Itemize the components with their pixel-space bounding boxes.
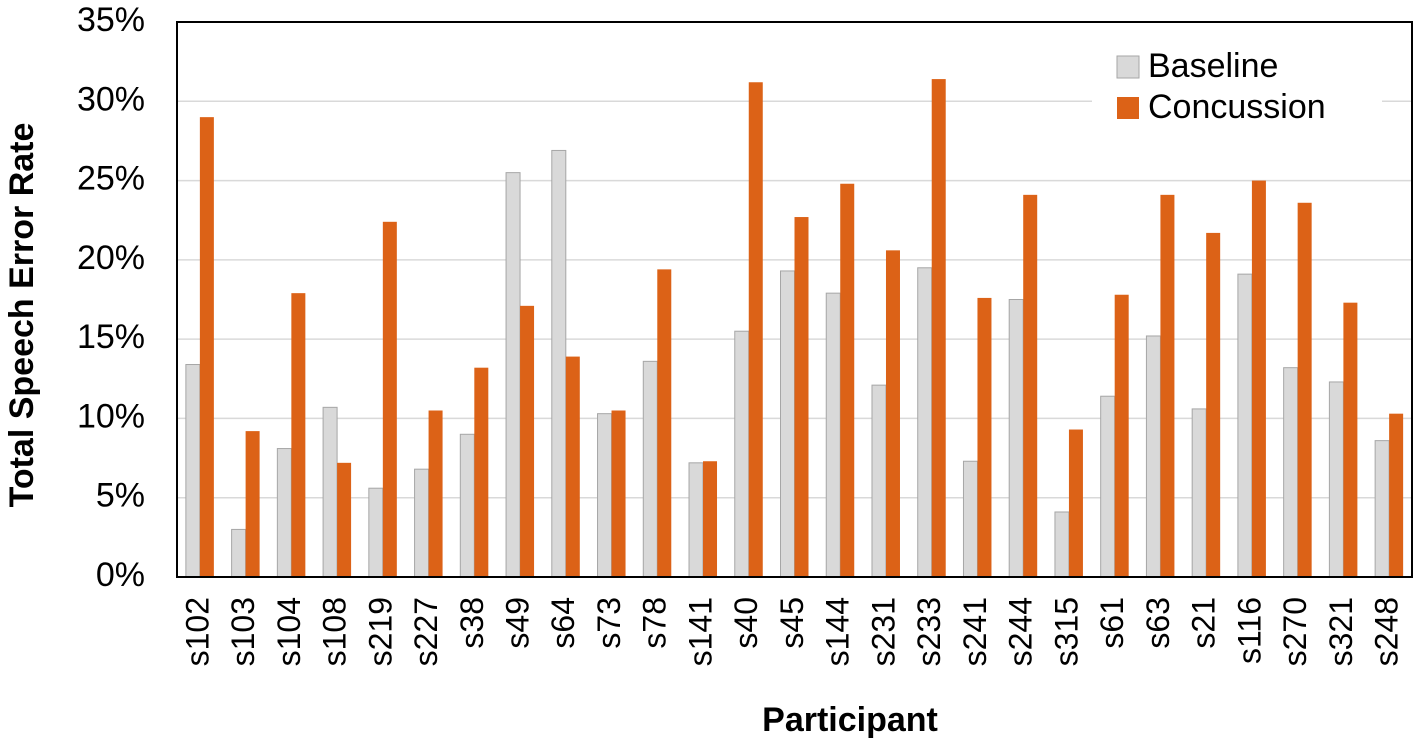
- x-tick-label: s315: [1048, 597, 1084, 666]
- x-tick-label: s116: [1231, 597, 1267, 664]
- bar: [1283, 367, 1299, 578]
- bar: [917, 267, 933, 578]
- bar: [1389, 413, 1404, 577]
- x-tick-label: s227: [408, 597, 444, 666]
- x-tick-label: s103: [225, 597, 261, 666]
- bar: [322, 406, 338, 578]
- legend-label: Concussion: [1148, 88, 1326, 126]
- bar: [977, 297, 992, 577]
- x-tick-label: s144: [820, 597, 856, 666]
- bar: [231, 528, 247, 578]
- bar: [885, 250, 900, 578]
- bar: [1191, 408, 1207, 578]
- x-tick-label: s49: [500, 597, 536, 649]
- bar: [688, 462, 704, 578]
- y-tick-label: 25%: [77, 160, 145, 198]
- plot-frame: [176, 21, 1413, 578]
- bar: [1328, 381, 1344, 578]
- x-tick-label: s21: [1186, 597, 1222, 649]
- bar: [962, 460, 978, 578]
- bar: [1206, 232, 1221, 577]
- bar: [368, 487, 384, 578]
- x-tick-label: s73: [591, 597, 627, 649]
- x-tick-label: s64: [545, 597, 581, 649]
- bar: [565, 356, 580, 577]
- bar: [840, 183, 855, 577]
- x-tick-label: s248: [1369, 597, 1405, 666]
- bar: [382, 221, 397, 578]
- y-tick-label: 30%: [77, 80, 145, 118]
- x-tick-label: s78: [637, 597, 673, 649]
- bar: [1160, 194, 1175, 578]
- bar: [1054, 511, 1070, 578]
- x-tick-label: s231: [865, 597, 901, 666]
- bar: [1297, 202, 1312, 577]
- bar: [657, 269, 672, 577]
- x-tick-label: s270: [1277, 597, 1313, 666]
- bar: [1114, 294, 1129, 577]
- bar: [337, 462, 352, 577]
- x-tick-label: s104: [271, 597, 307, 666]
- x-tick-label: s219: [362, 597, 398, 666]
- bar: [185, 364, 201, 578]
- legend-swatch: [1117, 97, 1139, 119]
- x-tick-label: s45: [774, 597, 810, 649]
- y-tick-label: 20%: [77, 239, 145, 277]
- bar: [1068, 429, 1083, 577]
- y-axis-title: Total Speech Error Rate: [3, 123, 41, 508]
- y-tick-label: 0%: [96, 556, 145, 594]
- legend-box: [1092, 42, 1382, 130]
- bar: [505, 172, 521, 578]
- bar: [1100, 395, 1116, 578]
- bar: [1343, 302, 1358, 577]
- bar: [276, 448, 292, 578]
- y-tick-label: 35%: [77, 1, 145, 39]
- legend-swatch: [1116, 55, 1140, 79]
- x-tick-label: s241: [957, 597, 993, 666]
- x-tick-label: s102: [179, 597, 215, 666]
- x-tick-label: s63: [1140, 597, 1176, 649]
- bar: [597, 413, 613, 578]
- y-tick-label: 5%: [96, 477, 145, 515]
- bar: [414, 468, 430, 578]
- bar: [703, 461, 718, 577]
- y-tick-label: 10%: [77, 397, 145, 435]
- bar: [780, 270, 795, 578]
- x-tick-label: s108: [317, 597, 353, 666]
- bar: [459, 433, 475, 578]
- x-tick-label: s321: [1323, 597, 1359, 666]
- bar: [1237, 273, 1253, 578]
- bar: [794, 217, 809, 578]
- x-tick-label: s40: [728, 597, 764, 649]
- bar: [748, 82, 763, 577]
- bar: [1023, 194, 1038, 578]
- x-axis-title: Participant: [762, 701, 938, 739]
- bar: [520, 305, 535, 577]
- bar: [1008, 299, 1024, 578]
- bar: [825, 292, 841, 578]
- bar: [611, 410, 626, 577]
- bar: [199, 117, 214, 578]
- legend-label: Baseline: [1148, 47, 1278, 85]
- bar: [931, 79, 946, 577]
- x-tick-label: s38: [454, 597, 490, 649]
- bar: [1145, 335, 1161, 578]
- x-tick-label: s141: [682, 597, 718, 666]
- bar: [1251, 180, 1266, 578]
- bar: [871, 384, 887, 578]
- y-tick-label: 15%: [77, 318, 145, 356]
- bar: [551, 149, 567, 578]
- bar: [474, 367, 489, 577]
- bar: [734, 330, 750, 578]
- bar: [291, 293, 306, 577]
- x-tick-label: s233: [911, 597, 947, 666]
- x-tick-label: s61: [1094, 597, 1130, 649]
- bar: [1374, 440, 1390, 578]
- bar: [428, 410, 443, 577]
- bar: [642, 360, 658, 578]
- bar: [245, 431, 260, 577]
- x-tick-label: s244: [1003, 597, 1039, 666]
